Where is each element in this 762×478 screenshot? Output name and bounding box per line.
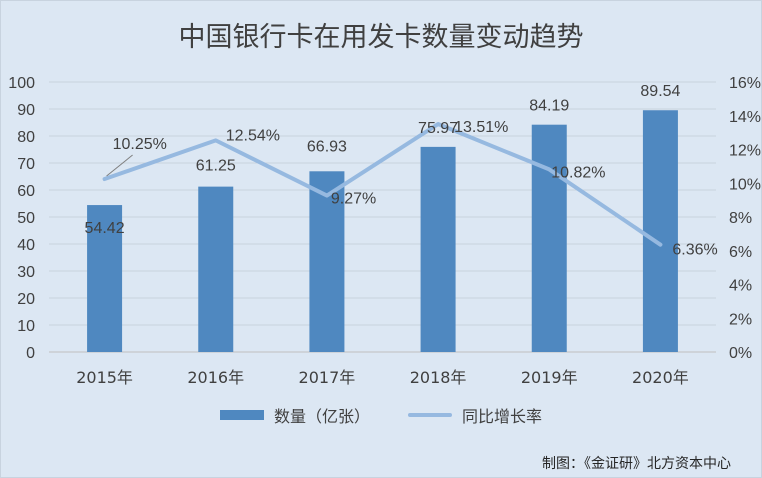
y-left-tick-label: 90 bbox=[17, 102, 35, 119]
y-right-tick-label: 14% bbox=[729, 109, 761, 126]
y-left-tick-label: 0 bbox=[26, 345, 35, 362]
bar bbox=[642, 110, 678, 352]
bar-value-label: 75.97 bbox=[418, 120, 458, 137]
legend-item-bars: 数量（亿张） bbox=[219, 403, 370, 427]
y-left-tick-label: 20 bbox=[17, 291, 35, 308]
chart-title: 中国银行卡在用发卡数量变动趋势 bbox=[178, 22, 584, 53]
bar bbox=[531, 124, 567, 352]
y-left-tick-label: 100 bbox=[8, 75, 35, 92]
legend-bar-swatch bbox=[219, 410, 264, 420]
line-value-label: 13.51% bbox=[454, 119, 508, 136]
y-left-tick-label: 10 bbox=[17, 318, 35, 335]
y-left-tick-label: 60 bbox=[17, 183, 35, 200]
legend-line-swatch bbox=[408, 413, 452, 417]
x-tick-label: 2020年 bbox=[632, 368, 689, 387]
y-left-tick-label: 40 bbox=[17, 237, 35, 254]
x-tick-label: 2019年 bbox=[521, 368, 578, 387]
y-right-tick-label: 10% bbox=[729, 176, 761, 193]
line-value-label: 9.27% bbox=[331, 191, 376, 208]
line-value-label: 12.54% bbox=[226, 127, 280, 144]
x-tick-label: 2018年 bbox=[410, 368, 467, 387]
source-caption: 制图：《金证研》北方资本中心 bbox=[542, 456, 731, 472]
x-tick-label: 2017年 bbox=[299, 368, 356, 387]
x-tick-label: 2015年 bbox=[76, 368, 133, 387]
x-tick-label: 2016年 bbox=[187, 368, 244, 387]
bar bbox=[87, 205, 123, 352]
line-value-label: 10.25% bbox=[113, 136, 167, 153]
bar-value-label: 61.25 bbox=[196, 158, 236, 175]
bar bbox=[309, 171, 345, 352]
y-right-tick-label: 6% bbox=[729, 244, 752, 261]
growth-line bbox=[102, 122, 663, 247]
line-value-label: 10.82% bbox=[551, 164, 605, 181]
bar-value-label: 89.54 bbox=[640, 83, 680, 100]
leader-line bbox=[106, 154, 133, 177]
bar-value-label: 54.42 bbox=[85, 220, 125, 237]
y-right-tick-label: 0% bbox=[729, 345, 752, 362]
y-left-tick-label: 50 bbox=[17, 210, 35, 227]
y-right-tick-label: 4% bbox=[729, 278, 752, 295]
y-left-tick-label: 70 bbox=[17, 156, 35, 173]
y-right-tick-label: 8% bbox=[729, 210, 752, 227]
y-left-tick-label: 30 bbox=[17, 264, 35, 281]
bar bbox=[198, 186, 234, 352]
bar bbox=[420, 146, 456, 352]
legend: 数量（亿张） 同比增长率 bbox=[1, 403, 761, 427]
y-right-tick-label: 16% bbox=[729, 75, 761, 92]
y-right-tick-label: 12% bbox=[729, 143, 761, 160]
legend-line-label: 同比增长率 bbox=[462, 407, 543, 426]
y-left-tick-label: 80 bbox=[17, 129, 35, 146]
bar-value-label: 84.19 bbox=[529, 98, 569, 115]
line-value-label: 6.36% bbox=[672, 242, 717, 259]
y-right-tick-label: 2% bbox=[729, 311, 752, 328]
legend-bar-label: 数量（亿张） bbox=[273, 407, 370, 426]
bar-value-label: 66.93 bbox=[307, 138, 347, 155]
legend-item-line: 同比增长率 bbox=[408, 403, 542, 427]
